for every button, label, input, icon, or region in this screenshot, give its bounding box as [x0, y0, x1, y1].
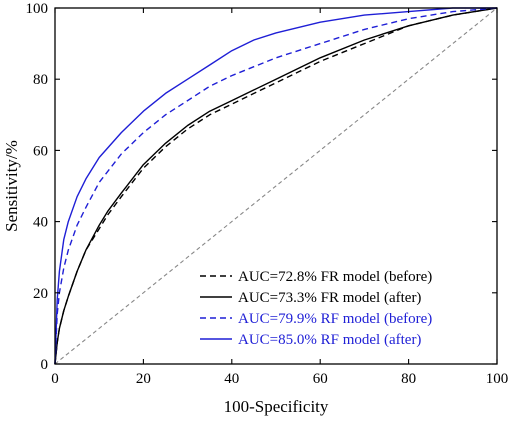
y-tick-label: 20: [33, 286, 48, 302]
x-tick-label: 100: [486, 371, 509, 387]
y-tick-label: 80: [33, 72, 48, 88]
axes-layer: [54, 7, 498, 365]
y-tick-label: 60: [33, 143, 48, 159]
x-tick-label: 40: [224, 371, 239, 387]
legend: AUC=72.8% FR model (before) AUC=73.3% FR …: [200, 269, 432, 348]
reference-diagonal-line: [54, 7, 498, 365]
y-axis-title: Sensitivity/%: [2, 140, 21, 232]
y-tick-label: 100: [26, 1, 49, 17]
x-tick-label: 80: [401, 371, 416, 387]
legend-label-3: AUC=79.9% RF model (before): [238, 311, 432, 327]
plot-frame: [54, 7, 498, 365]
x-axis-title: 100-Specificity: [224, 397, 329, 416]
series-line-4: [54, 7, 497, 365]
legend-label-4: AUC=85.0% RF model (after): [238, 332, 421, 348]
x-tick-label: 0: [51, 371, 59, 387]
y-tick-label: 40: [33, 215, 48, 231]
series-layer: [54, 7, 498, 365]
series-line-3: [54, 7, 498, 365]
x-tick-label: 20: [136, 371, 151, 387]
x-tick-label: 60: [313, 371, 328, 387]
legend-label-1: AUC=72.8% FR model (before): [238, 269, 432, 285]
reference-layer: [54, 7, 498, 365]
ticks-layer: 0 20 40 60 80 100 0 20 40 60 80 100: [26, 1, 509, 387]
y-tick-label: 0: [41, 357, 49, 373]
series-line-2: [54, 7, 498, 365]
legend-label-2: AUC=73.3% FR model (after): [238, 290, 421, 306]
